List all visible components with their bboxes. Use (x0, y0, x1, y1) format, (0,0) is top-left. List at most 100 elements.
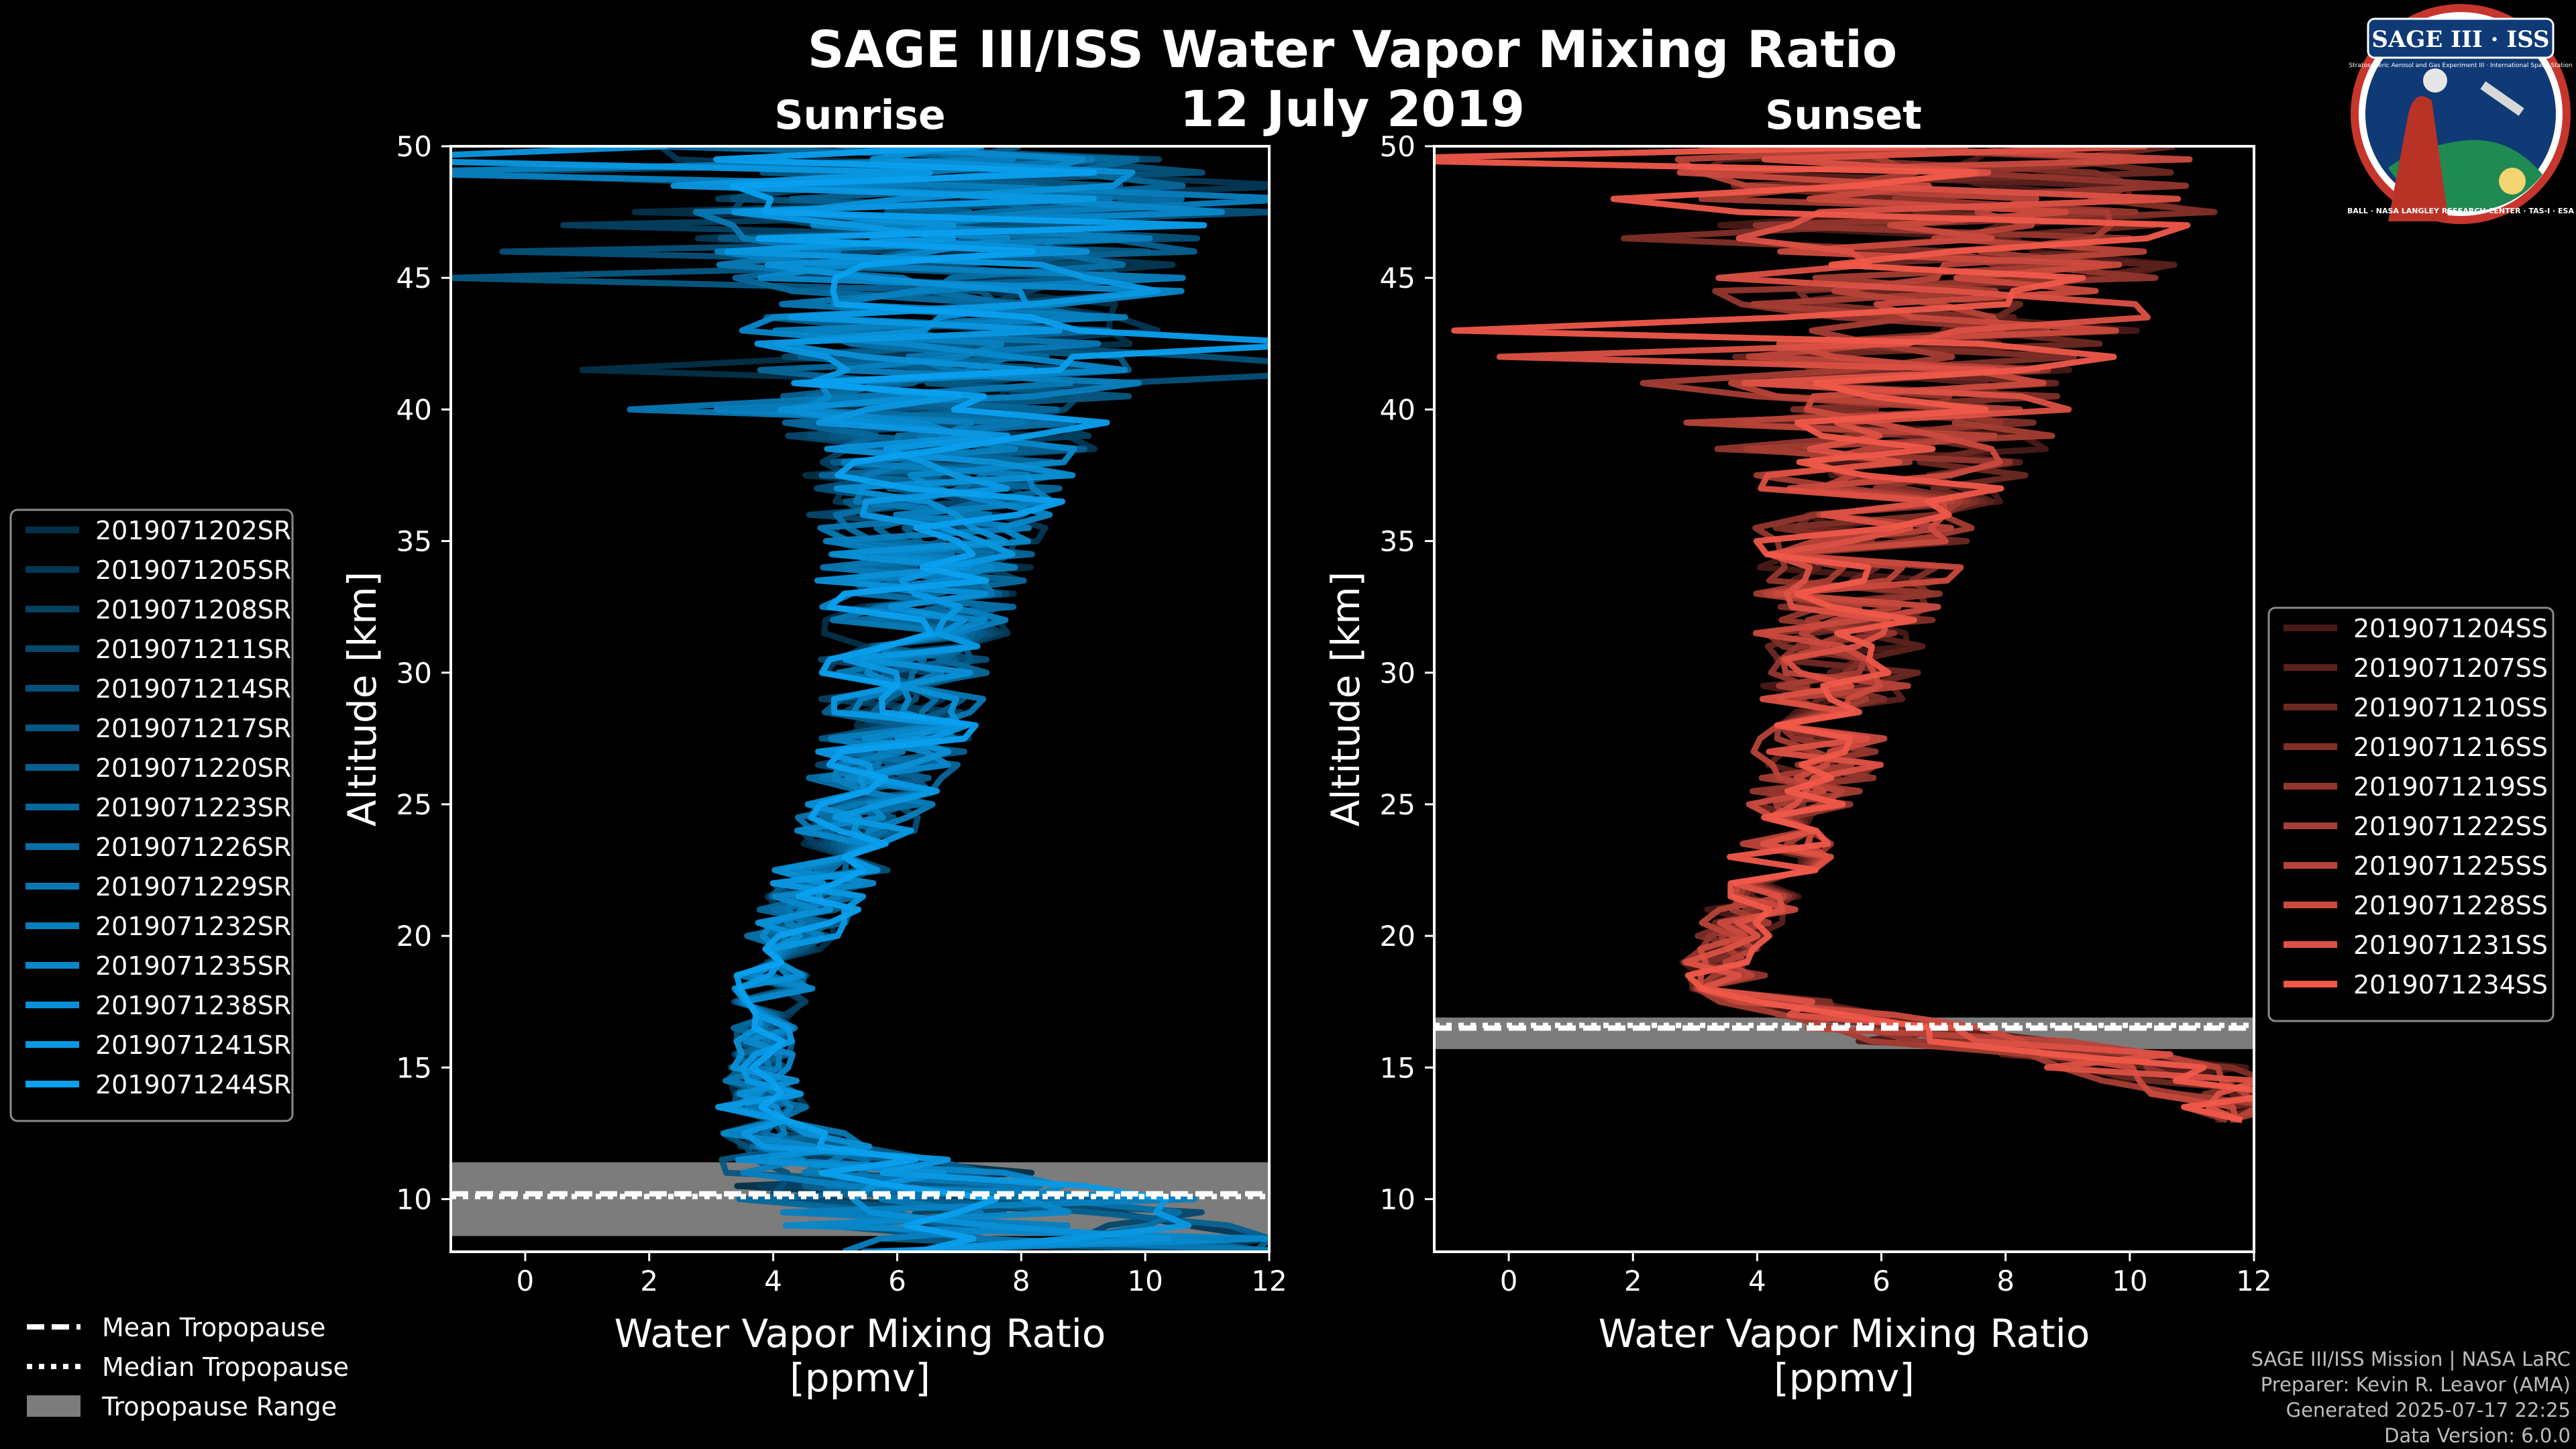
y-tick-label: 15 (1380, 1051, 1415, 1084)
panel-title-sunrise: Sunrise (774, 92, 945, 139)
legend-label-2019071222SS: 2019071222SS (2353, 812, 2548, 841)
axes-frame (1433, 145, 2255, 1253)
legend-label-2019071202SR: 2019071202SR (95, 516, 291, 545)
space-station-icon (2480, 81, 2524, 116)
credit-line-2: Preparer: Kevin R. Leavor (AMA) (2261, 1373, 2571, 1396)
legend-label-2019071219SS: 2019071219SS (2353, 772, 2548, 802)
profile-lines (451, 146, 1269, 1252)
profile-2019071241SR (451, 146, 1192, 1252)
legend-label-2019071205SR: 2019071205SR (95, 555, 291, 585)
sunset-legend: 2019071204SS 2019071207SS 2019071210SS 2019… (2267, 606, 2555, 1022)
y-tick-label: 30 (1380, 657, 1415, 690)
panel-title-sunset: Sunset (1765, 92, 1922, 139)
legend-label-2019071220SR: 2019071220SR (95, 753, 291, 783)
legend-label-2019071241SR: 2019071241SR (95, 1030, 291, 1060)
credit-line-3: Generated 2025-07-17 22:25 (2286, 1399, 2571, 1421)
legend-label-2019071235SR: 2019071235SR (95, 951, 291, 981)
x-tick-label: 8 (1996, 1265, 2015, 1297)
x-tick-label: 8 (1012, 1265, 1030, 1297)
profile-2019071235SR (720, 146, 1269, 1252)
legend-label-2019071216SS: 2019071216SS (2353, 733, 2548, 762)
profile-lines (1434, 146, 2254, 1124)
credit-line-1: SAGE III/ISS Mission | NASA LaRC (2251, 1348, 2571, 1371)
sun-icon (2499, 168, 2526, 195)
legend-label-2019071226SR: 2019071226SR (95, 833, 291, 862)
x-axis-label: Water Vapor Mixing Ratio [ppmv] (614, 1311, 1106, 1401)
astronomer-figure-icon (2388, 96, 2449, 221)
y-tick-label: 40 (396, 393, 432, 426)
x-tick-label: 12 (2236, 1265, 2271, 1297)
legend-label-2019071204SS: 2019071204SS (2353, 614, 2548, 643)
y-tick-label: 35 (396, 525, 432, 558)
x-tick-label: 0 (517, 1265, 535, 1297)
sunset-panel: 10 15 20 25 30 35 40 45 50 0 2 4 6 8 10 12 Water Vapor M… (1323, 130, 2272, 1401)
legend-label-2019071210SS: 2019071210SS (2353, 693, 2548, 722)
x-tick-label: 6 (1872, 1265, 1890, 1297)
y-tick-label: 10 (1380, 1183, 1415, 1216)
profile-2019071244SR (713, 146, 1269, 1252)
profile-2019071234SS (1434, 146, 2254, 1124)
legend-label-2019071228SS: 2019071228SS (2353, 891, 2548, 920)
figure-date: 12 July 2019 (1180, 80, 1525, 138)
x-tick-label: 4 (764, 1265, 782, 1297)
legend-box (9, 508, 294, 1122)
y-tick-label: 15 (396, 1051, 432, 1084)
x-tick-label: 4 (1748, 1265, 1766, 1297)
x-tick-label: 6 (888, 1265, 906, 1297)
y-tick-label: 25 (1380, 788, 1415, 821)
x-tick-label: 2 (640, 1265, 658, 1297)
sunrise-panel: 10 15 20 25 30 35 40 45 50 0 2 4 6 8 10 12 Water Vapor M… (339, 130, 1287, 1401)
legend-label-2019071225SS: 2019071225SS (2353, 851, 2548, 881)
sunrise-legend: 2019071202SR 2019071205SR 2019071208SR 2019… (9, 508, 294, 1122)
profile-2019071231SS (1496, 146, 2254, 1123)
tropopause-legend: Mean Tropopause Median Tropopause Tropop… (27, 1313, 349, 1421)
logo-subtext: Stratospheric Aerosol and Gas Experiment… (2349, 62, 2572, 69)
legend-label-2019071208SR: 2019071208SR (95, 595, 291, 625)
logo-title: SAGE III · ISS (2371, 26, 2549, 53)
y-tick-label: 50 (1380, 130, 1415, 163)
credit-line-4: Data Version: 6.0.0 (2384, 1424, 2571, 1447)
y-tick-label: 50 (396, 130, 432, 163)
legend-label-2019071229SR: 2019071229SR (95, 872, 291, 902)
x-tick-label: 2 (1624, 1265, 1642, 1297)
y-tick-label: 10 (396, 1183, 432, 1216)
legend-box (2267, 606, 2555, 1022)
x-tick-label: 0 (1500, 1265, 1518, 1297)
x-tick-label: 10 (2112, 1265, 2147, 1297)
figure-title: SAGE III/ISS Water Vapor Mixing Ratio (808, 19, 1898, 79)
legend-label-2019071244SR: 2019071244SR (95, 1070, 291, 1099)
tropopause-range-swatch (27, 1395, 80, 1417)
median-tropopause-label: Median Tropopause (102, 1352, 349, 1382)
axes-frame (449, 145, 1271, 1253)
y-axis-label: Altitude [km] (339, 572, 385, 826)
logo-ring-text: BALL · NASA LANGLEY RESEARCH CENTER · TA… (2347, 207, 2574, 215)
legend-label-2019071223SR: 2019071223SR (95, 793, 291, 822)
legend-label-2019071211SR: 2019071211SR (95, 635, 291, 664)
legend-label-2019071232SR: 2019071232SR (95, 912, 291, 941)
sage-iii-iss-logo: SAGE III · ISS Stratospheric Aerosol and… (2347, 4, 2574, 224)
y-tick-label: 40 (1380, 393, 1415, 426)
legend-label-2019071238SR: 2019071238SR (95, 991, 291, 1020)
x-axis-label: Water Vapor Mixing Ratio [ppmv] (1599, 1311, 2090, 1401)
legend-label-2019071231SS: 2019071231SS (2353, 930, 2548, 960)
legend-label-2019071214SR: 2019071214SR (95, 674, 291, 704)
legend-label-2019071207SS: 2019071207SS (2353, 653, 2548, 683)
y-axis-label: Altitude [km] (1323, 572, 1368, 826)
x-tick-label: 10 (1127, 1265, 1163, 1297)
logo-title-plate (2367, 17, 2555, 59)
legend-label-2019071234SS: 2019071234SS (2353, 970, 2548, 1000)
y-tick-label: 45 (396, 262, 432, 294)
credits: SAGE III/ISS Mission | NASA LaRC Prepare… (2251, 1348, 2571, 1447)
y-tick-label: 25 (396, 788, 432, 821)
y-tick-label: 30 (396, 657, 432, 690)
mean-tropopause-label: Mean Tropopause (102, 1313, 325, 1342)
y-tick-label: 35 (1380, 525, 1415, 558)
moon-icon (2423, 68, 2447, 93)
profile-2019071238SR (730, 146, 1172, 1252)
y-tick-label: 20 (396, 920, 432, 953)
y-tick-label: 45 (1380, 262, 1415, 294)
tropopause-range-label: Tropopause Range (101, 1392, 337, 1421)
legend-label-2019071217SR: 2019071217SR (95, 714, 291, 743)
y-tick-label: 20 (1380, 920, 1415, 953)
